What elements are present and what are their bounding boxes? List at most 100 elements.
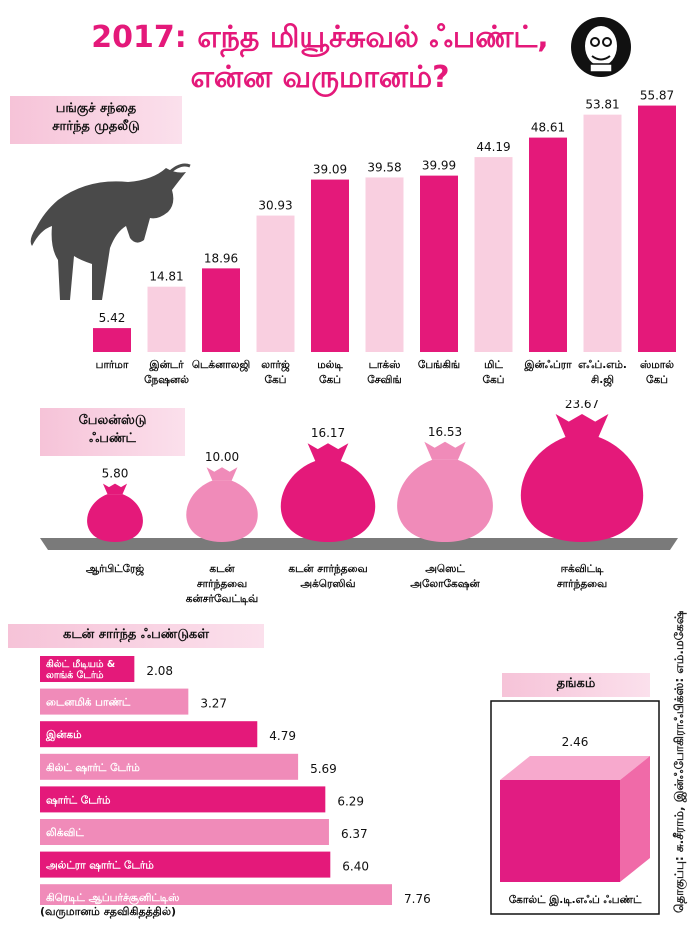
equity-value-label: 55.87 — [640, 89, 674, 103]
equity-value-label: 48.61 — [531, 121, 565, 135]
equity-bar — [474, 157, 513, 352]
balanced-category-label: அக்ரெஸிவ் — [300, 578, 355, 590]
credit-text: தொகுப்பு: சு.சீராம், இன்ஃபோகிராஃபிக்ஸ்: … — [672, 610, 686, 913]
equity-category-label: மிட் — [484, 359, 503, 371]
equity-category-label: ஸ்மால் — [640, 359, 674, 371]
equity-value-label: 44.19 — [476, 140, 510, 154]
equity-value-label: 30.93 — [258, 199, 292, 213]
debt-category-label: கில்ட் மீடியம் & — [46, 658, 115, 670]
balanced-value-label: 23.67 — [565, 400, 599, 411]
debt-value-label: 2.08 — [146, 664, 173, 678]
equity-bar — [365, 177, 404, 352]
debt-chart: கில்ட் மீடியம் &லாங்க் டேர்ம் 2.08 டைனமிக்… — [40, 656, 431, 905]
equity-section-tag: பங்குச் சந்தை சார்ந்த முதலீடு — [10, 96, 182, 144]
equity-category-label: பார்மா — [96, 359, 129, 371]
equity-category-label: டாக்ஸ் — [369, 359, 402, 371]
equity-category-label: சேவிங் — [367, 374, 401, 386]
balanced-value-label: 16.53 — [428, 425, 462, 439]
gold-chart: 2.46 கோல்ட் இ.டி.எஃப் ஃபண்ட் — [490, 700, 660, 915]
equity-bar — [583, 114, 622, 353]
debt-category-label: அல்ட்ரா ஷார்ட் டேர்ம் — [46, 860, 154, 872]
equity-chart: 5.42 பார்மா 14.81 இன்டர் நேஷனல் 18.96 டெக்னாலஜ… — [93, 89, 676, 387]
balanced-category-label: அஸெட் — [425, 563, 465, 575]
balanced-category-label: சார்ந்தவை — [557, 578, 607, 591]
equity-value-label: 18.96 — [204, 251, 238, 265]
bull-icon — [30, 163, 191, 300]
balanced-section-tag: பேலன்ஸ்டு ஃபண்ட் — [40, 408, 185, 456]
balanced-category-label: ஆர்பிட்ரேஜ் — [86, 563, 145, 576]
gold-frame — [490, 700, 660, 915]
cartoon-mascot-icon — [571, 17, 631, 77]
debt-bar — [40, 753, 299, 780]
balanced-category-label: கடன் — [209, 563, 235, 575]
equity-value-label: 39.99 — [422, 159, 456, 173]
debt-value-label: 7.76 — [404, 892, 431, 905]
equity-value-label: 39.09 — [313, 163, 347, 177]
equity-category-label: பேங்கிங் — [418, 359, 460, 371]
debt-category-label: கிரெடிட் ஆப்பர்ச்சூனிட்டிஸ் — [46, 892, 180, 905]
debt-bar — [40, 721, 258, 748]
debt-bar — [40, 851, 331, 878]
equity-category-label: மல்டி — [317, 359, 343, 371]
balanced-bag — [520, 437, 644, 542]
equity-value-label: 39.58 — [367, 160, 401, 174]
equity-category-label: லார்ஜ் — [261, 359, 290, 372]
balanced-bag — [186, 480, 258, 542]
gold-cube-front — [500, 780, 620, 882]
equity-category-label: இன்டர் — [148, 359, 184, 371]
equity-value-label: 5.42 — [99, 311, 126, 325]
equity-bar — [420, 175, 458, 352]
gold-value-label: 2.46 — [562, 735, 589, 749]
debt-bar — [40, 786, 326, 813]
balanced-value-label: 16.17 — [311, 426, 345, 440]
debt-category-label: இன்கம் — [45, 729, 82, 741]
equity-category-label: டெக்னாலஜி — [192, 359, 251, 372]
title-line-2: என்ன வருமானம்? — [190, 60, 450, 95]
balanced-bag — [397, 459, 493, 542]
debt-category-label: கில்ட் ஷார்ட் டேர்ம் — [46, 762, 140, 774]
gold-section-tag: தங்கம் — [502, 673, 650, 697]
equity-bar — [147, 286, 186, 352]
equity-bar — [93, 328, 131, 352]
gold-cube-side — [620, 756, 650, 882]
balanced-bag-top — [424, 441, 466, 460]
equity-bar — [202, 268, 240, 352]
debt-value-label: 3.27 — [200, 697, 227, 711]
equity-category-label: கேப் — [319, 374, 341, 386]
debt-bar — [40, 688, 189, 715]
equity-category-label: கேப் — [265, 374, 287, 386]
balanced-category-label: ஈக்விட்டி — [561, 563, 604, 575]
equity-bar — [311, 179, 349, 352]
balanced-category-label: கன்சர்வேட்டிவ் — [186, 593, 258, 605]
page-title: 2017: எந்த மியூச்சுவல் ஃபண்ட், என்ன வரும… — [60, 18, 580, 98]
balanced-bag — [280, 460, 376, 542]
balanced-bag — [87, 494, 143, 542]
debt-value-label: 6.37 — [341, 827, 368, 841]
equity-value-label: 53.81 — [585, 98, 619, 112]
title-line-1: 2017: எந்த மியூச்சுவல் ஃபண்ட், — [91, 20, 549, 55]
equity-category-label: நேஷனல் — [144, 374, 189, 387]
equity-category-label: சி.ஜி — [591, 374, 614, 387]
equity-category-label: எஃப்.எம். — [578, 359, 627, 371]
balanced-bag-top — [206, 467, 238, 481]
debt-category-label: ஷார்ட் டேர்ம் — [46, 794, 111, 806]
debt-value-label: 6.29 — [337, 794, 364, 808]
balanced-bag-top — [555, 414, 609, 438]
equity-bar — [638, 105, 676, 352]
balanced-category-label: சார்ந்தவை — [197, 578, 247, 591]
debt-bar — [40, 656, 135, 682]
equity-bar — [529, 137, 567, 352]
equity-category-label: கேப் — [483, 374, 505, 386]
balanced-category-label: கடன் சார்ந்தவை — [288, 563, 367, 576]
debt-value-label: 5.69 — [310, 762, 337, 776]
debt-bar — [40, 819, 329, 845]
balanced-bag-top — [307, 443, 349, 461]
debt-value-label: 6.40 — [342, 860, 369, 874]
gold-cube-top — [500, 756, 650, 780]
balanced-category-label: அலோகேஷன் — [410, 578, 480, 590]
equity-bar — [256, 215, 295, 352]
debt-category-label: லாங்க் டேர்ம் — [46, 669, 104, 681]
equity-value-label: 14.81 — [149, 270, 183, 284]
debt-value-label: 4.79 — [269, 729, 296, 743]
balanced-bag-top — [102, 483, 128, 495]
